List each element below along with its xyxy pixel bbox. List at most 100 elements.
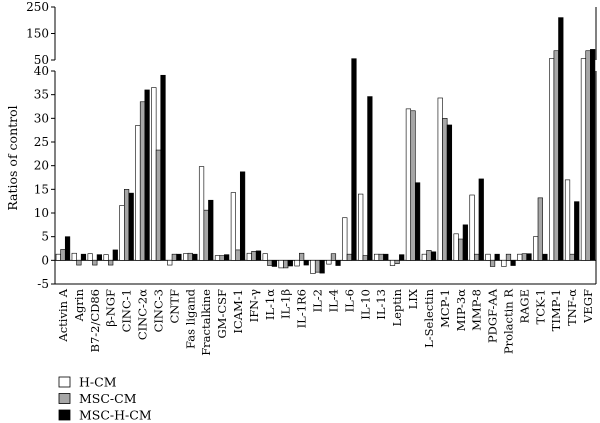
bar-h-cm-29 [517,253,523,261]
y-tick-label: 15 [34,182,49,196]
x-tick-label: TIMP-1 [549,289,563,331]
bar-msc-h-cm-16 [319,260,325,274]
x-tick-label: ICAM-1 [231,289,245,334]
bar-h-cm-22 [405,108,412,261]
bar-msc-h-cm-23 [430,251,437,261]
bar-msc-h-cm-28 [510,260,516,266]
bar-msc-cm-9 [203,209,209,261]
legend-swatch-msc-h-cm [58,409,71,421]
bar-msc-h-cm-25 [462,224,468,261]
bar-msc-h-cm-10 [224,254,230,261]
bar-h-cm-3 [103,254,109,261]
x-tick-label: Fas ligand [183,288,197,349]
y-tick-label: 5 [41,230,49,244]
bar-h-cm-6 [151,87,157,261]
bar-msc-cm-33 [585,50,591,261]
bar-msc-cm-31 [553,50,559,261]
bar-msc-cm-25 [458,238,464,261]
bar-h-cm-10 [214,255,221,261]
bar-h-cm-11 [230,192,236,261]
y-tick-label: 25 [34,135,49,149]
x-tick-label: RAGE [517,289,531,324]
bar-msc-h-cm-30 [542,253,548,261]
x-tick-label: IL-4 [326,289,340,312]
bar-msc-h-cm-22 [415,182,421,261]
x-tick-label: TCK-1 [533,289,547,324]
bar-h-cm-16 [310,260,316,274]
x-tick-label: CINC-1 [120,289,134,332]
bar-h-cm-7 [167,260,173,266]
bars [55,17,596,274]
legend-swatch-msc-cm [58,393,71,404]
x-tick-label: CINC-2α [136,289,150,340]
y-tick-label: 10 [34,206,49,220]
bar-h-cm-12 [246,252,252,261]
y-tick-label: -5 [37,277,49,291]
x-tick-label: IL-1α [263,289,277,320]
x-tick-label: Leptin [390,288,404,326]
bar-h-cm-13 [262,253,268,261]
bar-h-cm-31 [549,58,555,261]
bar-msc-cm-24 [442,118,448,261]
x-tick-label: IL-2 [311,289,325,312]
bar-msc-cm-5 [139,101,146,261]
bar-msc-h-cm-33 [590,49,596,261]
x-tick-label: L-Selectin [422,288,436,347]
bar-msc-h-cm-20 [383,253,389,261]
bar-msc-cm-11 [235,249,241,261]
bar-msc-h-cm-18 [351,58,357,261]
bar-msc-cm-12 [251,251,257,261]
bar-h-cm-5 [135,125,141,261]
legend-label: H-CM [79,375,117,390]
bar-h-cm-15 [294,260,300,267]
legend-label: MSC-H-CM [79,408,152,423]
bar-msc-h-cm-12 [255,250,262,261]
x-tick-label: CINC-3 [151,289,165,332]
x-tick-label: β-NGF [104,289,118,327]
bar-msc-cm-26 [474,253,480,261]
bar-msc-h-cm-27 [494,253,500,261]
x-tick-label: VEGF [581,289,595,324]
bar-h-cm-18 [342,217,348,261]
x-tick-label: IFN-γ [247,289,261,322]
bar-msc-h-cm-3 [112,249,118,261]
bar-msc-h-cm-0 [64,236,71,261]
bar-msc-h-cm-29 [526,253,532,261]
bar-msc-h-cm-13 [271,260,278,267]
bar-h-cm-33 [580,58,587,261]
legend-swatch-h-cm [58,376,71,388]
bar-msc-h-cm-19 [367,96,373,261]
bar-msc-cm-18 [346,253,352,261]
bar-msc-h-cm-6 [160,74,166,261]
bar-msc-h-cm-4 [128,192,134,261]
bar-msc-h-cm-5 [144,89,150,261]
y-tick-label: 20 [34,159,49,173]
bar-msc-cm-1 [76,260,82,266]
bar-h-cm-17 [326,260,332,265]
bar-msc-cm-13 [267,260,273,266]
bar-msc-cm-30 [537,197,543,261]
x-tick-label: MIP-3α [454,289,468,332]
x-tick-label: Activin A [56,288,70,342]
bar-msc-cm-19 [362,255,368,261]
bar-h-cm-24 [437,97,443,261]
bar-msc-h-cm-31 [558,17,564,261]
x-tick-label: TNF-α [565,289,579,326]
x-tick-label: Prolactin R [501,289,515,354]
y-axis-title: Ratios of control [5,105,20,210]
bar-h-cm-20 [373,253,380,261]
bar-msc-cm-29 [521,253,527,261]
bar-msc-cm-8 [187,252,193,261]
bar-msc-h-cm-26 [478,178,484,261]
x-tick-label: MMP-8 [470,289,484,331]
bar-h-cm-25 [453,233,459,261]
y-tick-label: 35 [34,88,49,102]
bar-h-cm-21 [389,260,396,266]
x-tick-label: Fractalkine [199,289,213,356]
bar-msc-h-cm-15 [303,260,309,266]
y-tick-label: 40 [34,64,49,78]
bar-h-cm-23 [421,253,427,261]
bar-h-cm-1 [71,252,77,261]
bar-msc-cm-20 [378,253,384,261]
